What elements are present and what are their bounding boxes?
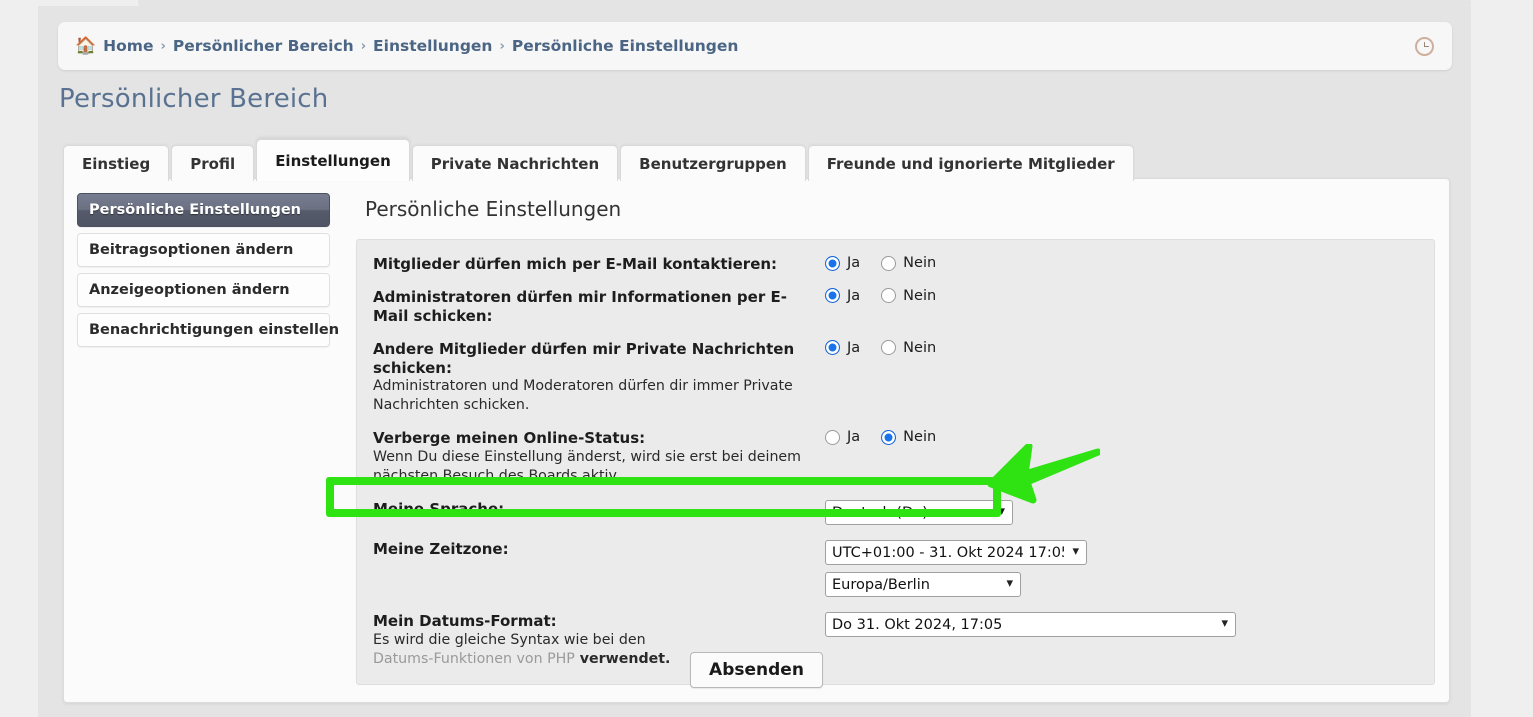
radio-label-yes: Ja <box>847 339 861 356</box>
row-timezone: Meine Zeitzone: UTC+01:00 - 31. Okt 2024… <box>373 539 1418 597</box>
row-admin-email: Administratoren dürfen mir Informationen… <box>373 287 1418 326</box>
radio-group-private-messages: Ja Nein <box>825 340 950 356</box>
radio-group-contact-email: Ja Nein <box>825 255 950 271</box>
row-label: Mitglieder dürfen mich per E-Mail kontak… <box>373 254 825 274</box>
radio-private-messages-yes[interactable] <box>825 340 840 356</box>
row-label: Meine Sprache: <box>373 499 825 519</box>
row-date-format: Mein Datums-Format: Es wird die gleiche … <box>373 611 1418 669</box>
row-field: Ja Nein <box>825 428 950 445</box>
radio-contact-email-no[interactable] <box>881 255 897 271</box>
submit-button[interactable]: Absenden <box>690 652 823 688</box>
radio-hide-online-yes[interactable] <box>825 429 840 445</box>
breadcrumb-separator: › <box>360 38 367 54</box>
language-select[interactable]: Deutsch (Du) <box>825 499 1013 525</box>
tab-einstieg[interactable]: Einstieg <box>63 145 170 181</box>
radio-group-hide-online-status: Ja Nein <box>825 429 950 445</box>
desc-private-messages: Administratoren und Moderatoren dürfen d… <box>373 378 793 414</box>
radio-label-no: Nein <box>903 339 937 356</box>
home-icon: 🏠 <box>75 35 97 56</box>
radio-private-messages-no[interactable] <box>881 340 897 356</box>
language-select-wrap: Deutsch (Du) <box>825 499 1013 525</box>
row-label: Verberge meinen Online-Status: Wenn Du d… <box>373 428 825 486</box>
clipped-top-panel <box>138 0 1471 7</box>
radio-admin-email-no[interactable] <box>881 288 897 304</box>
breadcrumb: 🏠 Home › Persönlicher Bereich › Einstell… <box>58 37 1415 55</box>
row-label: Mein Datums-Format: Es wird die gleiche … <box>373 611 825 669</box>
radio-label-no: Nein <box>903 429 937 446</box>
content-wrapper: 🏠 Home › Persönlicher Bereich › Einstell… <box>38 6 1471 717</box>
timezone-offset-select-wrap: UTC+01:00 - 31. Okt 2024 17:05 <box>825 539 1087 565</box>
desc-date-format-line1: Es wird die gleiche Syntax wie bei den <box>373 631 646 648</box>
php-date-functions-link[interactable]: Datums-Funktionen von PHP <box>373 650 575 667</box>
label-admin-email: Administratoren dürfen mir Informationen… <box>373 287 787 325</box>
row-field: UTC+01:00 - 31. Okt 2024 17:05 Europa/Be… <box>825 539 1087 597</box>
desc-hide-online-status: Wenn Du diese Einstellung änderst, wird … <box>373 449 801 484</box>
breadcrumb-separator: › <box>499 38 505 54</box>
sidebar-item-post-options[interactable]: Beitragsoptionen ändern <box>77 233 330 267</box>
radio-label-yes: Ja <box>847 255 861 271</box>
date-format-select-wrap: Do 31. Okt 2024, 17:05 <box>825 611 1236 637</box>
breadcrumb-bar: 🏠 Home › Persönlicher Bereich › Einstell… <box>58 22 1452 70</box>
row-label: Andere Mitglieder dürfen mir Private Nac… <box>373 339 825 416</box>
row-field: Ja Nein <box>825 339 950 356</box>
date-format-select[interactable]: Do 31. Okt 2024, 17:05 <box>825 611 1236 637</box>
row-label: Meine Zeitzone: <box>373 539 825 559</box>
breadcrumb-item-home[interactable]: Home <box>103 37 154 55</box>
row-label: Administratoren dürfen mir Informationen… <box>373 287 825 326</box>
row-field: Ja Nein <box>825 287 950 304</box>
breadcrumb-item-settings[interactable]: Einstellungen <box>373 37 493 55</box>
timezone-city-select[interactable]: Europa/Berlin <box>825 571 1021 597</box>
row-field: Deutsch (Du) <box>825 499 1013 525</box>
label-date-format: Mein Datums-Format: <box>373 611 557 630</box>
main-panel: Persönliche Einstellungen Beitragsoption… <box>63 178 1450 703</box>
clock-icon[interactable] <box>1415 36 1434 56</box>
row-field: Ja Nein <box>825 254 950 271</box>
sidebar-item-notifications[interactable]: Benachrichtigungen einstellen <box>77 313 339 347</box>
tab-profil[interactable]: Profil <box>171 145 255 181</box>
personal-settings-fieldset: Mitglieder dürfen mich per E-Mail kontak… <box>356 239 1435 686</box>
row-field: Do 31. Okt 2024, 17:05 <box>825 611 1236 637</box>
tab-freunde-ignorierte-mitglieder[interactable]: Freunde und ignorierte Mitglieder <box>807 145 1134 181</box>
desc-date-format: Es wird die gleiche Syntax wie bei den D… <box>373 631 811 669</box>
settings-sidebar: Persönliche Einstellungen Beitragsoption… <box>77 193 339 353</box>
page-title: Persönlicher Bereich <box>59 84 329 114</box>
content-heading: Persönliche Einstellungen <box>365 197 622 221</box>
timezone-offset-select[interactable]: UTC+01:00 - 31. Okt 2024 17:05 <box>825 539 1087 565</box>
radio-label-no: Nein <box>903 287 937 304</box>
tab-einstellungen[interactable]: Einstellungen <box>256 139 410 181</box>
desc-date-format-tail: verwendet. <box>574 650 671 667</box>
radio-label-yes: Ja <box>847 287 861 304</box>
sidebar-item-personal-settings[interactable]: Persönliche Einstellungen <box>77 193 330 227</box>
row-private-messages: Andere Mitglieder dürfen mir Private Nac… <box>373 339 1418 416</box>
label-timezone: Meine Zeitzone: <box>373 539 509 558</box>
label-private-messages: Andere Mitglieder dürfen mir Private Nac… <box>373 339 795 377</box>
tab-private-nachrichten[interactable]: Private Nachrichten <box>411 145 619 181</box>
tab-benutzergruppen[interactable]: Benutzergruppen <box>620 145 806 181</box>
radio-label-yes: Ja <box>847 429 861 446</box>
settings-content: Persönliche Einstellungen Mitglieder dür… <box>356 193 1435 686</box>
row-language: Meine Sprache: Deutsch (Du) <box>373 499 1418 525</box>
label-hide-online-status: Verberge meinen Online-Status: <box>373 429 646 448</box>
radio-admin-email-yes[interactable] <box>825 288 840 304</box>
submit-area: Absenden <box>64 652 1449 688</box>
timezone-city-select-wrap: Europa/Berlin <box>825 571 1021 597</box>
label-contact-email: Mitglieder dürfen mich per E-Mail kontak… <box>373 255 778 273</box>
radio-hide-online-no[interactable] <box>881 429 897 445</box>
label-language: Meine Sprache: <box>373 499 505 518</box>
breadcrumb-separator: › <box>160 38 166 54</box>
row-contact-email: Mitglieder dürfen mich per E-Mail kontak… <box>373 254 1418 274</box>
radio-group-admin-email: Ja Nein <box>825 288 950 304</box>
sidebar-item-display-options[interactable]: Anzeigeoptionen ändern <box>77 273 330 307</box>
tab-bar: Einstieg Profil Einstellungen Private Na… <box>63 139 1134 181</box>
row-hide-online-status: Verberge meinen Online-Status: Wenn Du d… <box>373 428 1418 486</box>
breadcrumb-item-personal-settings[interactable]: Persönliche Einstellungen <box>511 37 739 55</box>
breadcrumb-item-personal-area[interactable]: Persönlicher Bereich <box>172 37 354 55</box>
radio-contact-email-yes[interactable] <box>825 255 840 271</box>
radio-label-no: Nein <box>903 255 937 271</box>
